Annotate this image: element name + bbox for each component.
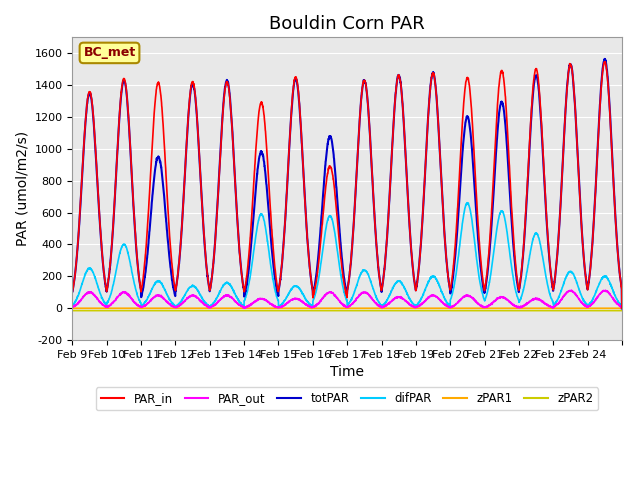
Legend: PAR_in, PAR_out, totPAR, difPAR, zPAR1, zPAR2: PAR_in, PAR_out, totPAR, difPAR, zPAR1, … <box>96 387 598 410</box>
Title: Bouldin Corn PAR: Bouldin Corn PAR <box>269 15 425 33</box>
Y-axis label: PAR (umol/m2/s): PAR (umol/m2/s) <box>15 131 29 246</box>
Text: BC_met: BC_met <box>83 47 136 60</box>
X-axis label: Time: Time <box>330 365 364 379</box>
